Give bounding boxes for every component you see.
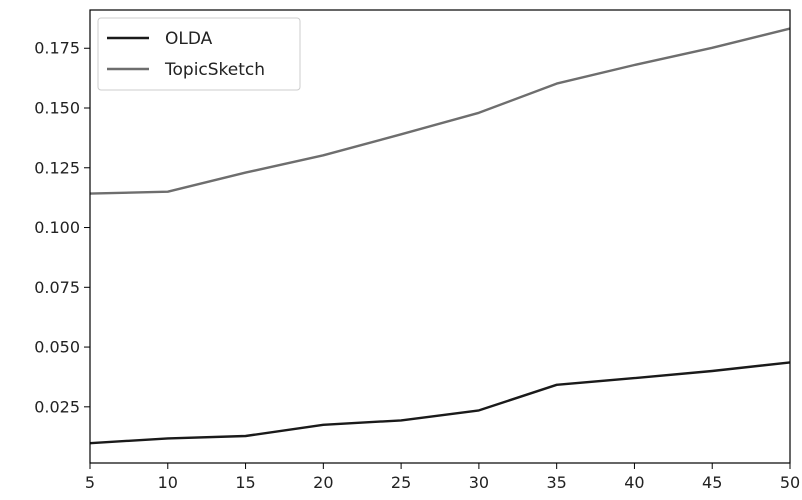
x-tick-label: 45: [702, 473, 722, 492]
x-tick-label: 20: [313, 473, 333, 492]
legend-label-olda: OLDA: [165, 29, 213, 49]
legend-box: [97, 17, 301, 91]
x-tick-label: 50: [780, 473, 800, 492]
legend: OLDA TopicSketch: [97, 17, 301, 91]
legend-label-topicsketch: TopicSketch: [164, 60, 265, 80]
y-tick-label: 0.075: [34, 278, 80, 297]
y-axis: 0.025 0.050 0.075 0.100 0.125 0.150 0.175: [34, 39, 90, 416]
series-line-olda: [89, 361, 791, 445]
x-tick-label: 40: [624, 473, 644, 492]
plot-frame: [89, 9, 791, 464]
y-tick-label: 0.150: [34, 99, 80, 118]
x-tick-label: 30: [469, 473, 489, 492]
y-tick-label: 0.100: [34, 218, 80, 237]
y-tick-label: 0.050: [34, 338, 80, 357]
x-tick-label: 25: [391, 473, 411, 492]
x-tick-label: 10: [158, 473, 178, 492]
x-tick-label: 15: [235, 473, 255, 492]
x-tick-label: 35: [546, 473, 566, 492]
x-axis: 5 10 15 20 25 30 35 40 45 50: [85, 463, 800, 492]
y-tick-label: 0.025: [34, 397, 80, 416]
y-tick-label: 0.125: [34, 158, 80, 177]
x-tick-label: 5: [85, 473, 95, 492]
y-tick-label: 0.175: [34, 39, 80, 58]
series-line-topicsketch: [89, 27, 791, 195]
